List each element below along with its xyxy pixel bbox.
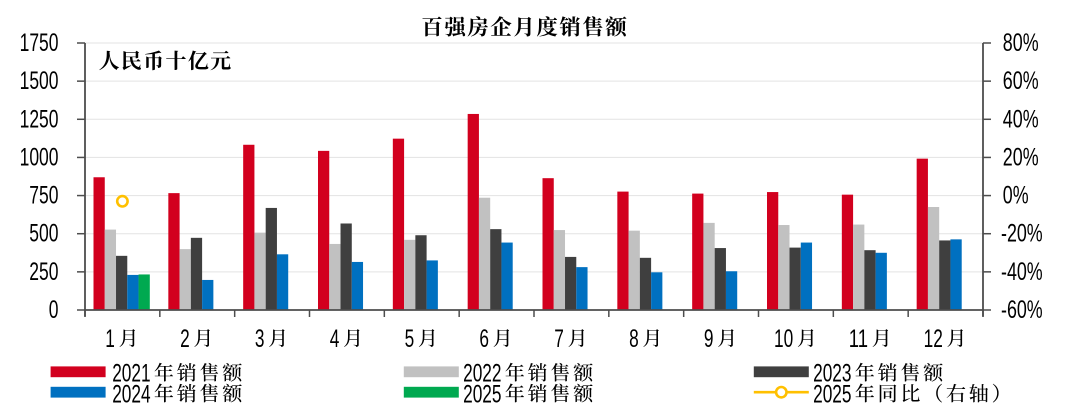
svg-text:1500: 1500 (20, 67, 59, 95)
svg-text:2: 2 (180, 325, 190, 353)
svg-text:-40%: -40% (1001, 258, 1043, 286)
svg-text:3: 3 (255, 325, 265, 353)
svg-text:-60%: -60% (1001, 296, 1043, 324)
svg-text:0%: 0% (1003, 182, 1029, 210)
svg-text:-20%: -20% (1001, 220, 1043, 248)
svg-text:1000: 1000 (20, 143, 59, 171)
svg-text:12: 12 (924, 325, 943, 353)
svg-text:7: 7 (554, 325, 564, 353)
svg-text:2025: 2025 (813, 380, 851, 408)
svg-text:10: 10 (774, 325, 793, 353)
svg-text:1: 1 (105, 325, 115, 353)
svg-text:60%: 60% (1003, 67, 1039, 95)
svg-text:2021: 2021 (112, 360, 150, 388)
svg-text:2024: 2024 (112, 380, 150, 408)
svg-text:500: 500 (29, 220, 58, 248)
svg-text:40%: 40% (1003, 105, 1039, 133)
svg-text:11: 11 (849, 325, 868, 353)
svg-text:4: 4 (330, 325, 340, 353)
svg-text:250: 250 (29, 258, 58, 286)
svg-text:2022: 2022 (463, 360, 501, 388)
svg-text:1250: 1250 (20, 105, 59, 133)
svg-text:750: 750 (29, 182, 58, 210)
svg-text:5: 5 (405, 325, 415, 353)
svg-text:20%: 20% (1003, 143, 1039, 171)
svg-text:0: 0 (49, 296, 59, 324)
svg-text:2025: 2025 (463, 380, 501, 408)
svg-text:6: 6 (479, 325, 489, 353)
svg-text:80%: 80% (1003, 29, 1039, 57)
svg-text:2023: 2023 (813, 360, 851, 388)
svg-text:8: 8 (629, 325, 639, 353)
svg-text:1750: 1750 (20, 29, 59, 57)
svg-text:9: 9 (704, 325, 714, 353)
